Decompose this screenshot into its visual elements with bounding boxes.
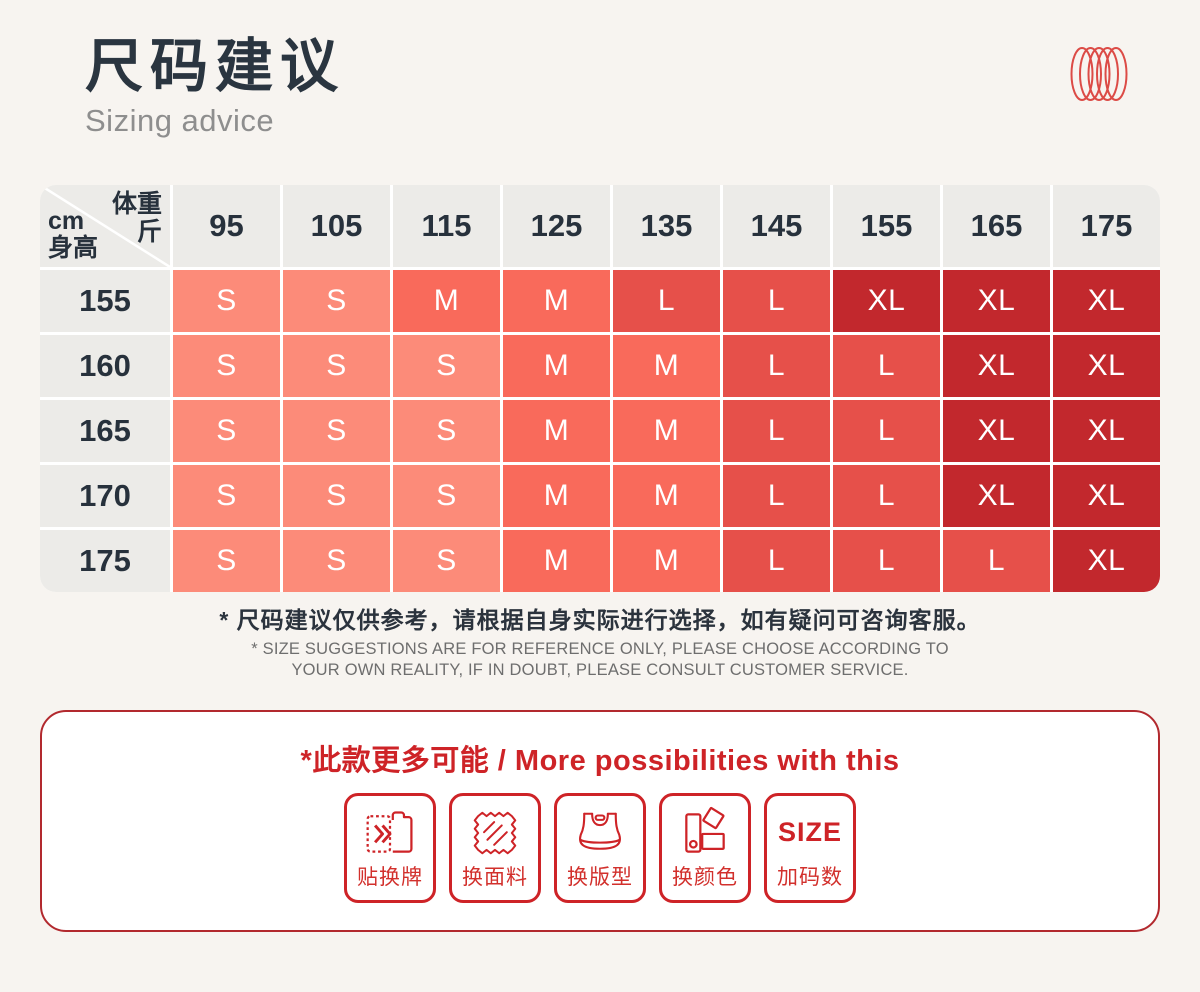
height-text: 身高 <box>48 234 99 262</box>
size-cell: S <box>393 465 500 527</box>
size-cell: S <box>393 530 500 592</box>
weight-header-cell: 115 <box>393 185 500 267</box>
size-cell: M <box>613 465 720 527</box>
size-cell: L <box>613 270 720 332</box>
page-header: 尺码建议 Sizing advice <box>85 34 345 139</box>
height-label-cell: 165 <box>40 400 170 462</box>
weight-header-cell: 175 <box>1053 185 1160 267</box>
size-cell: S <box>283 270 390 332</box>
size-cell: S <box>173 270 280 332</box>
tile-fabric: 换面料 <box>449 793 541 903</box>
size-cell: L <box>833 530 940 592</box>
weight-header-cell: 95 <box>173 185 280 267</box>
size-table: 体重 斤 cm 身高 95 105 115 125 135 145 155 165 175 155… <box>40 185 1160 592</box>
size-cell: S <box>283 335 390 397</box>
size-cell: M <box>613 335 720 397</box>
size-cell: M <box>503 270 610 332</box>
size-grid: 体重 斤 cm 身高 95 105 115 125 135 145 155 165 175 155… <box>40 185 1160 592</box>
cm-text: cm <box>48 207 85 235</box>
size-cell: M <box>503 335 610 397</box>
size-cell: XL <box>1053 270 1160 332</box>
size-cell: S <box>283 465 390 527</box>
size-cell: M <box>503 400 610 462</box>
tile-label: 换颜色 <box>672 866 738 889</box>
table-corner-cell: 体重 斤 cm 身高 <box>40 185 170 267</box>
size-cell: L <box>723 400 830 462</box>
size-cell: XL <box>1053 400 1160 462</box>
size-cell: L <box>833 465 940 527</box>
possibilities-tiles: 贴换牌 换面料 <box>42 793 1158 903</box>
size-cell: M <box>613 400 720 462</box>
note-english: * SIZE SUGGESTIONS ARE FOR REFERENCE ONL… <box>0 639 1200 680</box>
weight-header-cell: 135 <box>613 185 720 267</box>
tile-bra: 换版型 <box>554 793 646 903</box>
weight-header-cell: 165 <box>943 185 1050 267</box>
weight-text: 体重 <box>111 190 162 218</box>
size-cell: XL <box>1053 530 1160 592</box>
size-cell: XL <box>943 400 1050 462</box>
size-cell: S <box>283 530 390 592</box>
tile-color-swatch: 换颜色 <box>659 793 751 903</box>
note-english-line1: * SIZE SUGGESTIONS ARE FOR REFERENCE ONL… <box>251 640 949 658</box>
size-cell: XL <box>1053 335 1160 397</box>
size-cell: L <box>723 335 830 397</box>
size-cell: XL <box>943 335 1050 397</box>
corner-weight-label: 体重 斤 <box>112 190 162 246</box>
size-cell: L <box>833 400 940 462</box>
size-cell: M <box>393 270 500 332</box>
size-cell: S <box>283 400 390 462</box>
size-cell: L <box>723 270 830 332</box>
size-cell: L <box>833 335 940 397</box>
size-cell: S <box>393 335 500 397</box>
corner-height-label: cm 身高 <box>48 208 98 262</box>
weight-header-cell: 125 <box>503 185 610 267</box>
jin-text: 斤 <box>136 218 162 246</box>
tile-label: 加码数 <box>777 866 843 889</box>
bra-icon <box>572 805 628 861</box>
tile-label: 换版型 <box>567 866 633 889</box>
weight-header-cell: 145 <box>723 185 830 267</box>
tile-add-size: SIZE 加码数 <box>764 793 856 903</box>
size-cell: M <box>613 530 720 592</box>
page-subtitle: Sizing advice <box>85 102 275 138</box>
size-cell: S <box>173 465 280 527</box>
possibilities-title: *此款更多可能 / More possibilities with this <box>300 745 900 777</box>
diagonal-divider <box>40 185 170 267</box>
tile-tag-swap: 贴换牌 <box>344 793 436 903</box>
height-label-cell: 160 <box>40 335 170 397</box>
size-cell: L <box>723 465 830 527</box>
size-text-icon: SIZE <box>777 817 842 847</box>
size-cell: XL <box>943 465 1050 527</box>
tag-swap-icon <box>362 805 418 861</box>
size-cell: S <box>173 530 280 592</box>
size-cell: XL <box>1053 465 1160 527</box>
tile-label: 贴换牌 <box>357 866 423 889</box>
note-english-line2: YOUR OWN REALITY, IF IN DOUBT, PLEASE CO… <box>291 660 909 679</box>
size-cell: XL <box>833 270 940 332</box>
size-cell: M <box>503 465 610 527</box>
tile-label: 换面料 <box>462 866 528 889</box>
size-cell: S <box>173 335 280 397</box>
size-cell: M <box>503 530 610 592</box>
spring-coil-icon <box>1070 46 1128 107</box>
weight-header-cell: 155 <box>833 185 940 267</box>
size-cell: S <box>173 400 280 462</box>
size-cell: L <box>723 530 830 592</box>
size-cell: XL <box>943 270 1050 332</box>
size-cell: S <box>393 400 500 462</box>
height-label-cell: 155 <box>40 270 170 332</box>
page-title: 尺码建议 <box>85 34 346 99</box>
weight-header-cell: 105 <box>283 185 390 267</box>
size-cell: L <box>943 530 1050 592</box>
note-chinese: * 尺码建议仅供参考，请根据自身实际进行选择，如有疑问可咨询客服。 <box>219 607 981 633</box>
height-label-cell: 170 <box>40 465 170 527</box>
height-label-cell: 175 <box>40 530 170 592</box>
fabric-icon <box>467 805 523 861</box>
possibilities-box: *此款更多可能 / More possibilities with this 贴… <box>40 710 1160 932</box>
color-swatch-icon <box>677 805 733 861</box>
